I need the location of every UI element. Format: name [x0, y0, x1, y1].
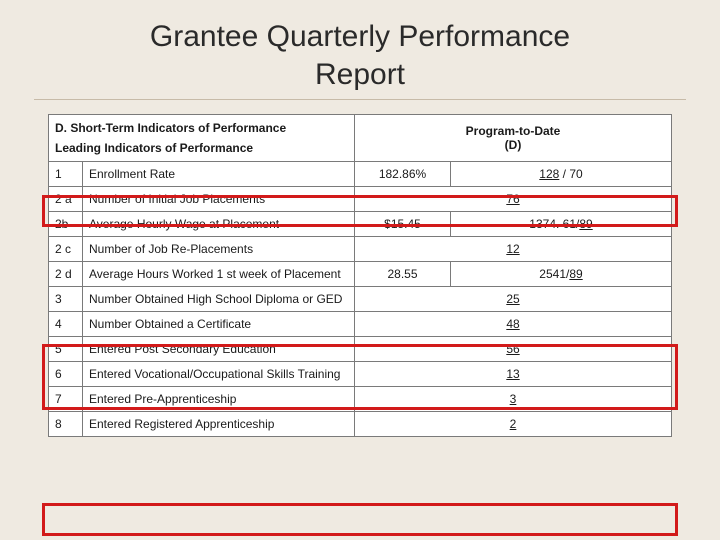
table-row: 4Number Obtained a Certificate48	[49, 312, 672, 337]
row-number: 2b	[49, 212, 83, 237]
table-row: 3Number Obtained High School Diploma or …	[49, 287, 672, 312]
table-row: 6Entered Vocational/Occupational Skills …	[49, 362, 672, 387]
row-value-2: 1374. 61/89	[451, 212, 672, 237]
row-number: 5	[49, 337, 83, 362]
row-label: Enrollment Rate	[83, 162, 355, 187]
row-value-1: $15.45	[355, 212, 451, 237]
row-number: 6	[49, 362, 83, 387]
row-label: Entered Vocational/Occupational Skills T…	[83, 362, 355, 387]
row-number: 8	[49, 412, 83, 437]
row-label: Entered Registered Apprenticeship	[83, 412, 355, 437]
page-title: Grantee Quarterly Performance Report	[40, 18, 680, 93]
row-value-merged: 2	[355, 412, 672, 437]
performance-table: D. Short-Term Indicators of Performance L…	[48, 114, 672, 437]
row-value-merged: 12	[355, 237, 672, 262]
row-value-merged: 56	[355, 337, 672, 362]
table-row: 2bAverage Hourly Wage at Placement$15.45…	[49, 212, 672, 237]
performance-table-container: D. Short-Term Indicators of Performance L…	[48, 114, 672, 437]
table-row: 5Entered Post Secondary Education56	[49, 337, 672, 362]
title-line1: Grantee Quarterly Performance	[150, 20, 570, 53]
row-number: 7	[49, 387, 83, 412]
row-number: 2 d	[49, 262, 83, 287]
table-row: 2 cNumber of Job Re-Placements12	[49, 237, 672, 262]
row-number: 1	[49, 162, 83, 187]
col-right-line2: (D)	[361, 138, 665, 152]
row-number: 2 c	[49, 237, 83, 262]
row-value-1: 28.55	[355, 262, 451, 287]
table-row: 2 dAverage Hours Worked 1 st week of Pla…	[49, 262, 672, 287]
row-label: Entered Pre-Apprenticeship	[83, 387, 355, 412]
row-label: Number of Initial Job Placements	[83, 187, 355, 212]
row-value-merged: 25	[355, 287, 672, 312]
col-right-line1: Program-to-Date	[361, 124, 665, 138]
row-value-2: 128 / 70	[451, 162, 672, 187]
row-label: Number of Job Re-Placements	[83, 237, 355, 262]
table-row: 8Entered Registered Apprenticeship2	[49, 412, 672, 437]
row-label: Number Obtained a Certificate	[83, 312, 355, 337]
row-value-merged: 48	[355, 312, 672, 337]
row-number: 4	[49, 312, 83, 337]
row-value-merged: 13	[355, 362, 672, 387]
section-line1: D. Short-Term Indicators of Performance	[55, 121, 348, 135]
row-label: Entered Post Secondary Education	[83, 337, 355, 362]
row-number: 2 a	[49, 187, 83, 212]
column-header-right: Program-to-Date(D)	[355, 115, 672, 162]
section-header-left: D. Short-Term Indicators of Performance L…	[49, 115, 355, 162]
table-row: 2 aNumber of Initial Job Placements76	[49, 187, 672, 212]
section-line2: Leading Indicators of Performance	[55, 141, 348, 155]
row-label: Average Hours Worked 1 st week of Placem…	[83, 262, 355, 287]
table-row: 7Entered Pre-Apprenticeship3	[49, 387, 672, 412]
row-value-1: 182.86%	[355, 162, 451, 187]
row-value-merged: 3	[355, 387, 672, 412]
row-number: 3	[49, 287, 83, 312]
title-line2: Report	[315, 58, 405, 91]
title-underline	[34, 99, 686, 100]
table-row: 1Enrollment Rate182.86%128 / 70	[49, 162, 672, 187]
row-value-merged: 76	[355, 187, 672, 212]
row-label: Number Obtained High School Diploma or G…	[83, 287, 355, 312]
row-label: Average Hourly Wage at Placement	[83, 212, 355, 237]
row-value-2: 2541/89	[451, 262, 672, 287]
highlight-box	[42, 503, 678, 536]
